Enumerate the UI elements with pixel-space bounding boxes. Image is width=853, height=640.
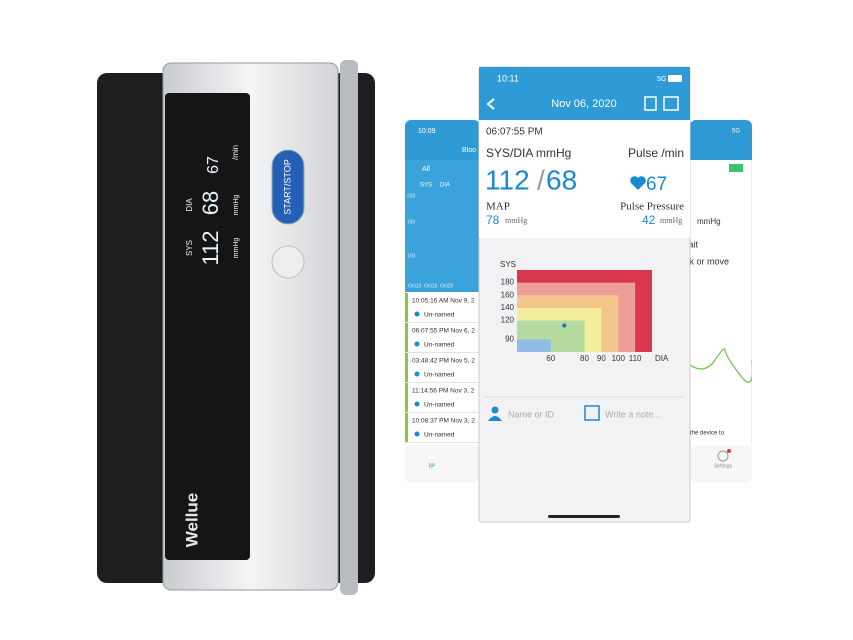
dia-unit: mmHg xyxy=(233,195,240,216)
map-unit: mmHg xyxy=(505,216,527,225)
pulse: 67 xyxy=(205,156,222,174)
pulse-unit: /min xyxy=(231,145,240,160)
user-icon xyxy=(414,341,420,347)
status-time: 10:11 xyxy=(497,73,519,83)
sys-dia-label: SYS/DIA mmHg xyxy=(486,146,571,160)
x-tick-label: 80 xyxy=(580,354,589,363)
status-network: 5G xyxy=(657,76,666,83)
record-marker xyxy=(405,383,408,412)
pulse-value: 67 xyxy=(646,174,667,195)
y-axis-label: SYS xyxy=(500,260,516,269)
y-tick-label: 180 xyxy=(501,278,515,287)
record-time: 10:08:37 PM Nov 3, 2 xyxy=(412,418,475,425)
record-row xyxy=(405,323,480,352)
menu-button[interactable] xyxy=(271,245,305,279)
y-tick-label: 90 xyxy=(505,334,514,343)
share-button[interactable] xyxy=(663,96,679,111)
record-time: 06:07:55 PM Nov 6, 2 xyxy=(412,328,475,335)
pp-unit: mmHg xyxy=(660,216,682,225)
metal-ring xyxy=(340,60,358,595)
user-icon xyxy=(414,431,420,437)
y-label: 150 xyxy=(407,219,416,225)
x-tick-label: 100 xyxy=(612,354,626,363)
record-time: 10:05:16 AM Nov 9, 2 xyxy=(412,298,475,305)
user-icon xyxy=(414,371,420,377)
reading-point xyxy=(562,323,567,328)
y-tick-label: 120 xyxy=(501,316,515,325)
pulse-label: Pulse /min xyxy=(628,146,684,160)
start-stop-button[interactable] xyxy=(271,149,305,225)
record-time: 06:07:55 PM xyxy=(486,127,543,138)
y-label: 250 xyxy=(407,193,416,199)
unit: mmHg xyxy=(697,217,721,226)
map-label: MAP xyxy=(486,201,510,213)
tab-bp[interactable]: BP xyxy=(429,463,436,469)
record-marker xyxy=(405,323,408,352)
x-label: Oct10 xyxy=(408,283,422,289)
map-value: 78 xyxy=(486,213,500,227)
display xyxy=(165,93,250,560)
record-time: 11:14:56 PM Nov 3, 2 xyxy=(412,388,475,395)
filter: All xyxy=(422,166,430,173)
instruction: se wait xyxy=(670,239,699,249)
left-phone: 10:09 Bloo All SYS DIA 250 150 100 Oct10… xyxy=(405,120,480,483)
user-icon xyxy=(414,401,420,407)
y-tick-label: 160 xyxy=(501,290,515,299)
separator: / xyxy=(537,164,545,195)
sys: 112 xyxy=(198,230,223,265)
x-tick-label: 90 xyxy=(597,354,606,363)
x-tick-label: 60 xyxy=(546,354,555,363)
record-time: 03:48:42 PM Nov 5, 2 xyxy=(412,358,475,365)
delete-button[interactable] xyxy=(644,96,657,111)
user-icon xyxy=(414,311,420,317)
record-name: Un-named xyxy=(424,402,455,409)
right-phone: 5G mmHg se wait ot talk or move tton on … xyxy=(670,120,752,483)
screen-title: Bloo xyxy=(462,147,476,154)
status-time: 10:09 xyxy=(418,128,436,135)
record-row xyxy=(405,413,480,442)
x-label: Oct20 xyxy=(440,283,454,289)
pp-value: 42 xyxy=(642,213,656,227)
sys-unit: mmHg xyxy=(233,238,240,259)
zone xyxy=(517,339,551,352)
heart-icon xyxy=(630,176,646,190)
instruction: ot talk or move xyxy=(670,256,729,266)
main-phone: 10:11 5G Nov 06, 2020 06:07:55 PM SYS/DI… xyxy=(478,66,691,523)
y-label: 100 xyxy=(407,253,416,259)
button-label: START/STOP xyxy=(282,159,292,215)
back-button[interactable] xyxy=(486,98,495,110)
x-label: Oct15 xyxy=(424,283,438,289)
status-network: 5G xyxy=(732,129,740,135)
brand: Wellue xyxy=(182,493,201,547)
record-name: Un-named xyxy=(424,342,455,349)
record-row xyxy=(405,353,480,382)
x-tick-label: 110 xyxy=(629,354,642,363)
tab-settings[interactable]: Settings xyxy=(714,463,733,469)
instruction: tton on the device to xyxy=(670,431,725,437)
record-marker xyxy=(405,293,408,322)
record-name: Un-named xyxy=(424,312,455,319)
record-row xyxy=(405,383,480,412)
dia-value: 68 xyxy=(546,164,577,195)
name-input[interactable]: Name or ID xyxy=(508,409,555,419)
sys-value: 112 xyxy=(485,164,530,195)
record-row xyxy=(405,293,480,322)
date: Nov 06, 2020 xyxy=(551,98,616,110)
legend-sys: SYS xyxy=(420,183,432,189)
record-name: Un-named xyxy=(424,372,455,379)
note-input[interactable]: Write a note... xyxy=(605,409,661,419)
bp-monitor: /min 67 DIA 68 mmHg SYS 112 mmHg Wellue … xyxy=(97,60,375,595)
pp-label: Pulse Pressure xyxy=(620,201,684,213)
legend-dia: DIA xyxy=(440,183,450,189)
record-marker xyxy=(405,413,408,442)
y-tick-label: 140 xyxy=(501,303,515,312)
record-name: Un-named xyxy=(424,432,455,439)
record-marker xyxy=(405,353,408,382)
sys-label: SYS xyxy=(185,240,194,256)
x-axis-label: DIA xyxy=(655,354,669,363)
dia: 68 xyxy=(198,191,223,215)
dia-label: DIA xyxy=(185,198,194,212)
